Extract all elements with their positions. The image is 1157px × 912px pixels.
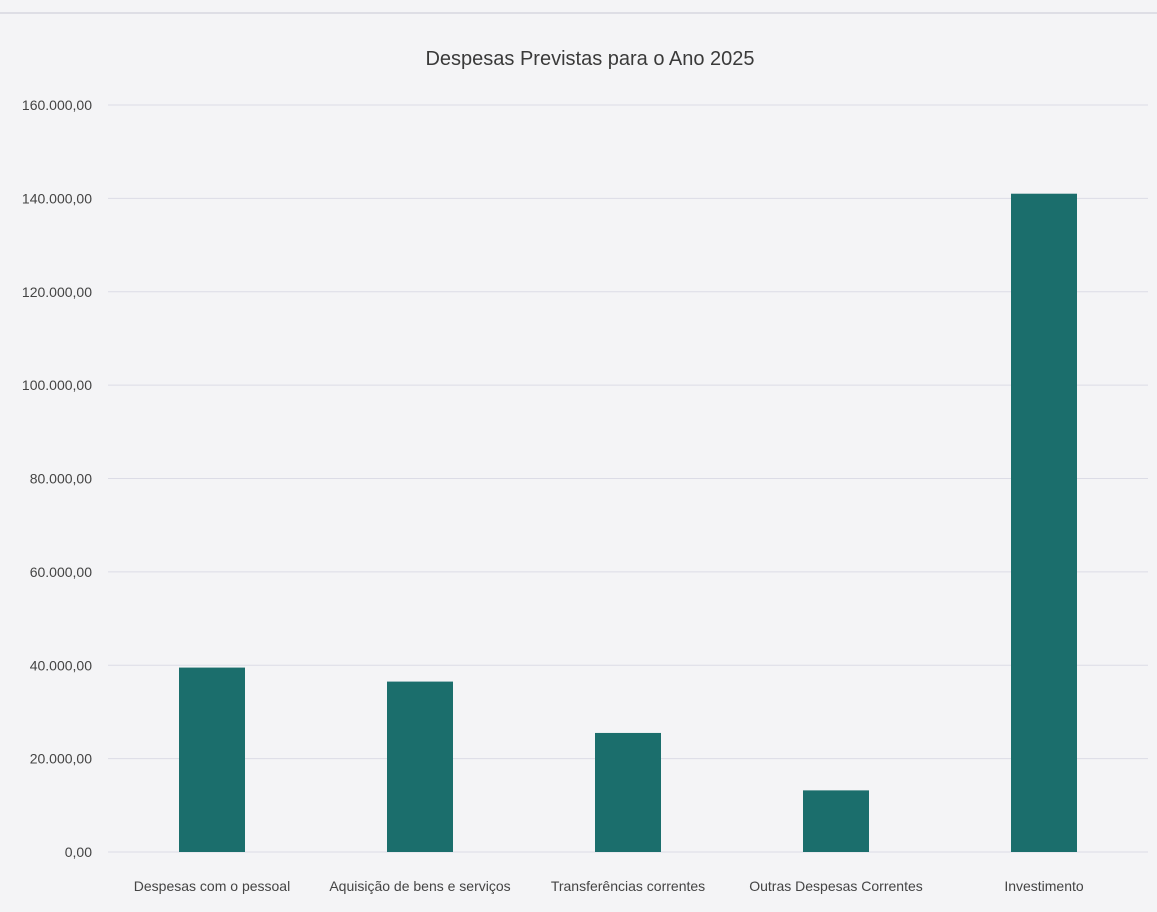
y-tick-label: 140.000,00 (22, 190, 92, 206)
x-category-label: Investimento (1004, 878, 1084, 894)
y-tick-label: 160.000,00 (22, 97, 92, 113)
chart-title: Despesas Previstas para o Ano 2025 (425, 48, 754, 70)
x-category-label: Outras Despesas Correntes (749, 878, 923, 894)
y-tick-label: 60.000,00 (30, 564, 92, 580)
y-tick-label: 120.000,00 (22, 284, 92, 300)
bars (179, 193, 1077, 853)
x-category-label: Transferências correntes (551, 878, 705, 894)
y-tick-label: 100.000,00 (22, 377, 92, 393)
bar (595, 732, 661, 852)
x-category-label: Aquisição de bens e serviços (329, 878, 510, 894)
y-tick-label: 20.000,00 (30, 751, 92, 767)
y-tick-label: 0,00 (65, 844, 92, 860)
bar (1011, 193, 1077, 853)
grid-lines (108, 104, 1148, 853)
y-axis-ticks: 0,00 20.000,00 40.000,00 60.000,00 80.000,00… (22, 97, 92, 860)
x-category-label: Despesas com o pessoal (134, 878, 290, 894)
x-axis-categories: Despesas com o pessoal Aquisição de bens … (134, 878, 1084, 894)
y-tick-label: 80.000,00 (30, 471, 92, 487)
bar (803, 790, 869, 852)
bar (179, 667, 245, 852)
bar (387, 681, 453, 852)
y-tick-label: 40.000,00 (30, 657, 92, 673)
